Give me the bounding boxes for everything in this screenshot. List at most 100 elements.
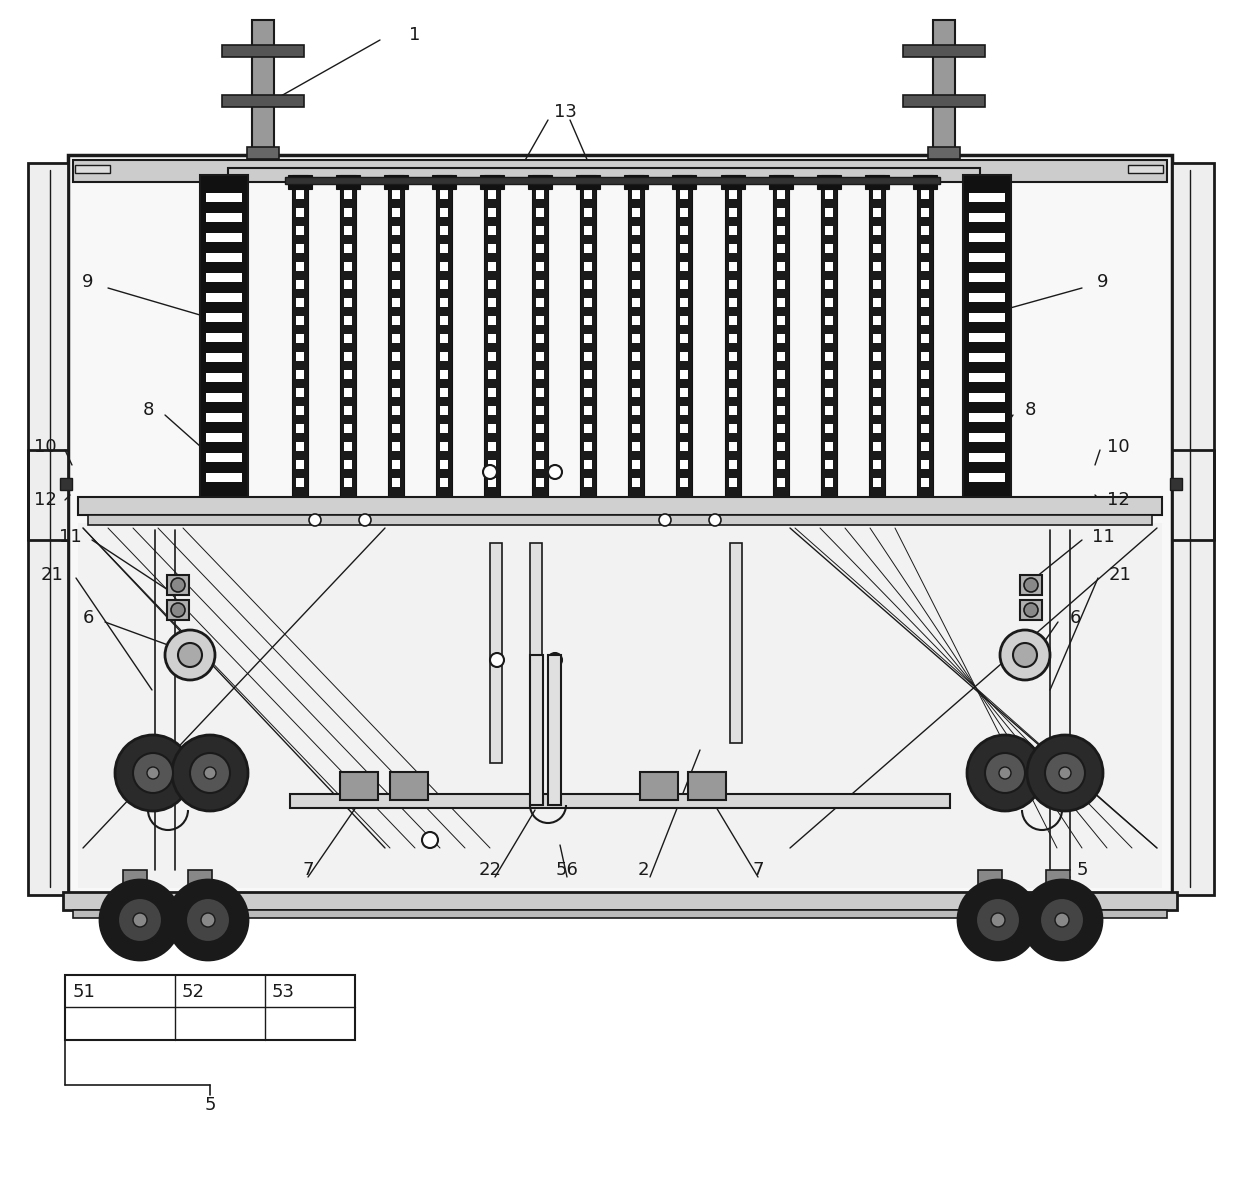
Bar [918, 174, 932, 502]
Text: 10: 10 [1106, 439, 1130, 456]
Bar [206, 353, 242, 362]
Bar [584, 226, 591, 235]
Bar [580, 174, 596, 502]
Bar [584, 477, 591, 487]
Bar [290, 793, 950, 808]
Bar [536, 208, 544, 217]
Bar [392, 334, 401, 343]
Bar [825, 442, 833, 452]
Bar [921, 388, 929, 397]
Bar [489, 424, 496, 433]
Text: 11: 11 [58, 528, 82, 546]
Bar [913, 174, 937, 189]
Bar [584, 460, 591, 469]
Bar [632, 460, 640, 469]
Bar [73, 160, 1167, 182]
Bar [536, 388, 544, 397]
Bar [903, 45, 985, 57]
Bar [624, 174, 649, 189]
Bar [206, 413, 242, 422]
Bar [777, 226, 785, 235]
Bar [222, 95, 304, 107]
Bar [64, 975, 355, 1040]
Bar [489, 316, 496, 325]
Bar [536, 406, 544, 415]
Bar [392, 298, 401, 307]
Bar [777, 244, 785, 253]
Text: 10: 10 [33, 439, 56, 456]
Bar [632, 353, 640, 361]
Bar [440, 262, 448, 271]
Bar [825, 424, 833, 433]
Bar [825, 262, 833, 271]
Bar [1128, 165, 1163, 173]
Bar [873, 370, 880, 378]
Bar [584, 353, 591, 361]
Bar [440, 334, 448, 343]
Bar [63, 893, 1177, 910]
Bar [777, 353, 785, 361]
Bar [584, 424, 591, 433]
Bar [536, 226, 544, 235]
Text: 56: 56 [556, 861, 578, 880]
Circle shape [133, 913, 148, 927]
Bar [343, 334, 352, 343]
Bar [680, 208, 688, 217]
Bar [584, 334, 591, 343]
Bar [729, 334, 737, 343]
Bar [921, 316, 929, 325]
Bar [489, 262, 496, 271]
Bar [296, 353, 304, 361]
Bar [729, 477, 737, 487]
Bar [528, 174, 552, 189]
Bar [392, 460, 401, 469]
Bar [921, 406, 929, 415]
Text: 1: 1 [409, 26, 420, 44]
Circle shape [422, 832, 438, 848]
Bar [825, 406, 833, 415]
Bar [632, 424, 640, 433]
Bar [921, 442, 929, 452]
Bar [729, 279, 737, 289]
Bar [584, 298, 591, 307]
Bar [963, 174, 1011, 502]
Bar [536, 262, 544, 271]
Text: 53: 53 [272, 983, 295, 1001]
Text: 21: 21 [41, 566, 63, 584]
Bar [825, 208, 833, 217]
Bar [78, 498, 1162, 515]
Bar [584, 406, 591, 415]
Circle shape [976, 898, 1021, 942]
Text: 8: 8 [1024, 401, 1035, 419]
Bar [672, 174, 696, 189]
Bar [529, 544, 542, 763]
Bar [489, 353, 496, 361]
Bar [632, 477, 640, 487]
Bar [873, 226, 880, 235]
Bar [392, 208, 401, 217]
Bar [825, 370, 833, 378]
Bar [536, 190, 544, 199]
Bar [1172, 163, 1214, 895]
Bar [296, 208, 304, 217]
Bar [968, 213, 1004, 222]
Bar [825, 388, 833, 397]
Bar [577, 174, 600, 189]
Bar [968, 353, 1004, 362]
Circle shape [179, 643, 202, 667]
Circle shape [1022, 880, 1102, 960]
Text: 6: 6 [82, 610, 94, 627]
Bar [729, 388, 737, 397]
Bar [777, 298, 785, 307]
Bar [584, 316, 591, 325]
Bar [296, 442, 304, 452]
Bar [489, 370, 496, 378]
Circle shape [167, 880, 248, 960]
Bar [817, 174, 841, 189]
Bar [968, 294, 1004, 302]
Bar [296, 334, 304, 343]
Bar [873, 353, 880, 361]
Bar [729, 298, 737, 307]
Circle shape [1027, 735, 1104, 811]
Bar [489, 334, 496, 343]
